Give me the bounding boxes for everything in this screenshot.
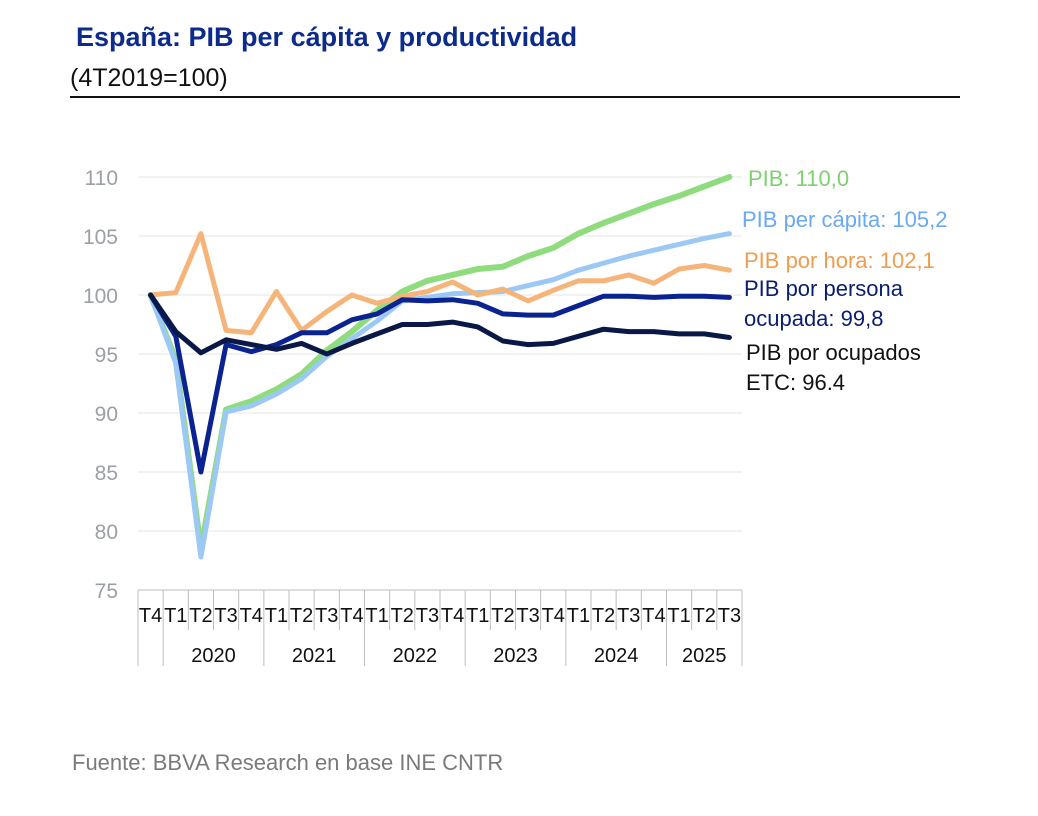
y-tick-label: 90 <box>95 403 118 426</box>
series-label-line: PIB per cápita: 105,2 <box>742 207 947 232</box>
y-tick-label: 95 <box>95 344 118 367</box>
x-tick-label: T3 <box>617 605 640 627</box>
y-tick-label: 105 <box>83 226 118 249</box>
y-tick-label: 80 <box>95 521 118 544</box>
series-label-line: PIB por persona <box>744 276 904 301</box>
series-label: PIB por hora: 102,1 <box>744 248 935 273</box>
y-tick-label: 85 <box>95 462 118 485</box>
x-tick-label: T3 <box>416 605 439 627</box>
series-label-line: ocupada: 99,8 <box>744 306 883 331</box>
x-tick-label: T3 <box>315 605 338 627</box>
grid-layer <box>138 176 742 532</box>
x-tick-label: T4 <box>240 605 263 627</box>
year-label: 2022 <box>393 645 438 667</box>
x-tick-label: T2 <box>693 605 716 627</box>
x-tick-label: T1 <box>466 605 489 627</box>
x-tick-label: T3 <box>516 605 539 627</box>
x-tick-label: T2 <box>189 605 212 627</box>
series-label: PIB por ocupados ETC: 96.4 <box>746 340 921 395</box>
x-tick-label: T1 <box>164 605 187 627</box>
y-tick-label: 75 <box>95 580 118 603</box>
series-label-line: ETC: 96.4 <box>746 370 845 395</box>
x-tick-label: T2 <box>592 605 615 627</box>
x-tick-label: T1 <box>365 605 388 627</box>
page-subtitle: (4T2019=100) <box>70 64 228 92</box>
source-note: Fuente: BBVA Research en base INE CNTR <box>72 750 504 775</box>
series-label-line: PIB por ocupados <box>746 340 921 365</box>
x-tick-label: T3 <box>718 605 741 627</box>
title-divider <box>70 96 960 98</box>
x-tick-label: T4 <box>441 605 464 627</box>
x-tick-label: T1 <box>265 605 288 627</box>
series-line <box>147 174 733 552</box>
x-tick-label: T1 <box>567 605 590 627</box>
page-title: España: PIB per cápita y productividad <box>76 22 578 52</box>
x-tick-label: T1 <box>667 605 690 627</box>
year-label: 2025 <box>682 645 727 667</box>
series-line <box>148 292 732 357</box>
series-label: PIB: 110,0 <box>748 166 849 191</box>
y-tick-label: 100 <box>83 285 118 308</box>
x-tick-label: T2 <box>391 605 414 627</box>
series-layer <box>147 174 733 560</box>
x-tick-label: T2 <box>290 605 313 627</box>
x-tick-label: T4 <box>139 605 162 627</box>
year-label: 2020 <box>191 645 236 667</box>
x-tick-label: T2 <box>491 605 514 627</box>
series-line <box>148 231 732 336</box>
x-tick-label: T4 <box>642 605 665 627</box>
series-line <box>148 292 732 475</box>
year-label: 2024 <box>594 645 639 667</box>
series-label-line: PIB: 110,0 <box>748 166 849 191</box>
series-label-line: PIB por hora: 102,1 <box>744 248 935 273</box>
x-tick-label: T4 <box>542 605 565 627</box>
series-label-layer: PIB: 110,0 PIB per cápita: 105,2 PIB por h… <box>742 166 947 395</box>
x-tick-label: T3 <box>214 605 237 627</box>
x-tick-label: T4 <box>340 605 363 627</box>
series-label: PIB por persona ocupada: 99,8 <box>744 276 904 331</box>
series-line <box>148 231 732 560</box>
year-label: 2021 <box>292 645 337 667</box>
y-tick-label: 110 <box>85 167 118 190</box>
year-label: 2023 <box>493 645 538 667</box>
series-label: PIB per cápita: 105,2 <box>742 207 947 232</box>
